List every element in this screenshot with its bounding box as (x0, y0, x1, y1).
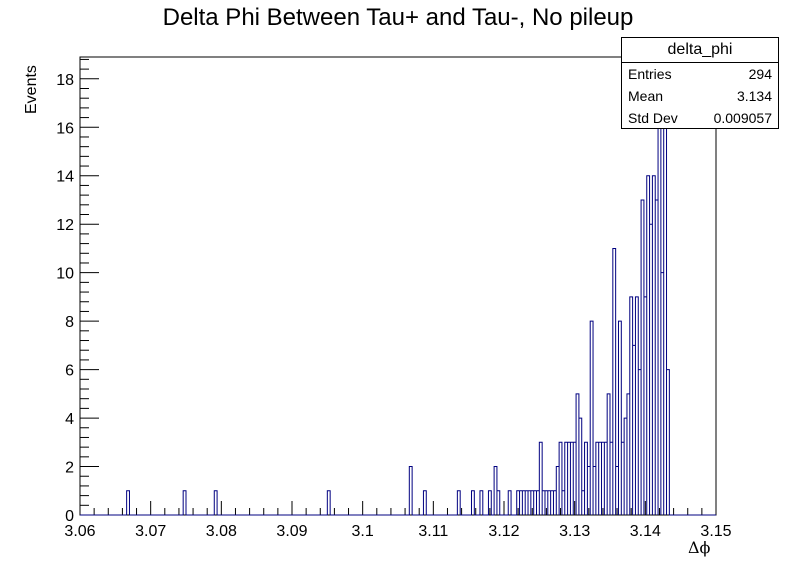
stats-title: delta_phi (622, 38, 778, 63)
y-tick-label: 12 (56, 217, 74, 234)
y-tick-label: 6 (65, 363, 74, 380)
stats-box: delta_phi Entries 294 Mean 3.134 Std Dev… (621, 37, 779, 129)
y-tick-label: 2 (65, 460, 74, 477)
y-tick-label: 18 (56, 72, 74, 89)
stats-value: 0.009057 (713, 110, 772, 126)
x-tick-label: 3.06 (64, 523, 95, 540)
y-tick-label: 8 (65, 314, 74, 331)
y-axis-title: Events (23, 65, 40, 114)
x-tick-label: 3.08 (206, 523, 237, 540)
x-axis: 3.06 3.07 3.08 3.09 3.1 3.11 3.12 3.13 3.14 3.15 (64, 501, 732, 540)
histogram-series (80, 102, 716, 516)
x-tick-label: 3.11 (418, 523, 448, 540)
y-tick-label: 10 (56, 266, 74, 283)
x-tick-label: 3.09 (276, 523, 307, 540)
x-tick-label: 3.12 (488, 523, 519, 540)
x-tick-label: 3.07 (135, 523, 166, 540)
stats-row-stddev: Std Dev 0.009057 (622, 107, 778, 129)
chart-title: Delta Phi Between Tau+ and Tau-, No pile… (162, 4, 634, 31)
x-axis-title: Δϕ (688, 538, 711, 557)
stats-label: Entries (628, 66, 672, 82)
x-tick-label: 3.15 (700, 523, 731, 540)
histogram-bins (127, 103, 670, 515)
y-tick-label: 16 (56, 120, 74, 137)
y-axis: 0 2 4 6 8 10 12 14 16 18 (56, 58, 99, 525)
y-tick-label: 0 (65, 508, 74, 525)
stats-value: 294 (748, 66, 772, 82)
x-tick-label: 3.1 (352, 523, 374, 540)
y-tick-label: 14 (56, 169, 74, 186)
y-tick-label: 4 (65, 411, 74, 428)
x-tick-label: 3.14 (630, 523, 661, 540)
x-tick-label: 3.13 (559, 523, 590, 540)
stats-label: Std Dev (628, 110, 678, 126)
stats-row-mean: Mean 3.134 (622, 85, 778, 107)
stats-label: Mean (628, 88, 664, 104)
stats-value: 3.134 (736, 88, 772, 104)
stats-row-entries: Entries 294 (622, 63, 778, 85)
